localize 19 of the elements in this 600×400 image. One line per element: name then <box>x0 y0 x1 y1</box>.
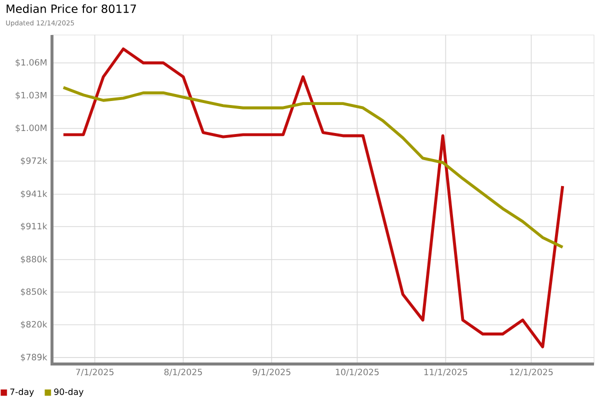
x-tick-label: 12/1/2025 <box>510 368 553 376</box>
y-tick-label: $880k <box>20 256 48 264</box>
y-tick-label: $789k <box>20 354 48 362</box>
y-tick-label: $1.03M <box>16 92 46 100</box>
x-tick-label: 7/1/2025 <box>76 368 114 376</box>
legend-label: 90-day <box>54 388 84 397</box>
y-tick-label: $911k <box>20 222 48 231</box>
y-tick-label: $1.06M <box>16 58 46 67</box>
y-tick-label: $820k <box>20 320 48 329</box>
legend-label: 7-day <box>10 388 34 397</box>
x-tick-label: 8/1/2025 <box>164 368 202 376</box>
x-tick-label: 11/1/2025 <box>424 368 468 376</box>
chart-title: Median Price for 80117 <box>6 4 136 14</box>
y-tick-label: $850k <box>20 288 48 296</box>
x-tick-label: 10/1/2025 <box>336 368 379 376</box>
y-tick-label: $972k <box>20 157 48 166</box>
y-tick-label: $941k <box>20 190 48 198</box>
y-tick-label: $1.00M <box>16 124 46 132</box>
x-tick-label: 9/1/2025 <box>252 368 290 376</box>
